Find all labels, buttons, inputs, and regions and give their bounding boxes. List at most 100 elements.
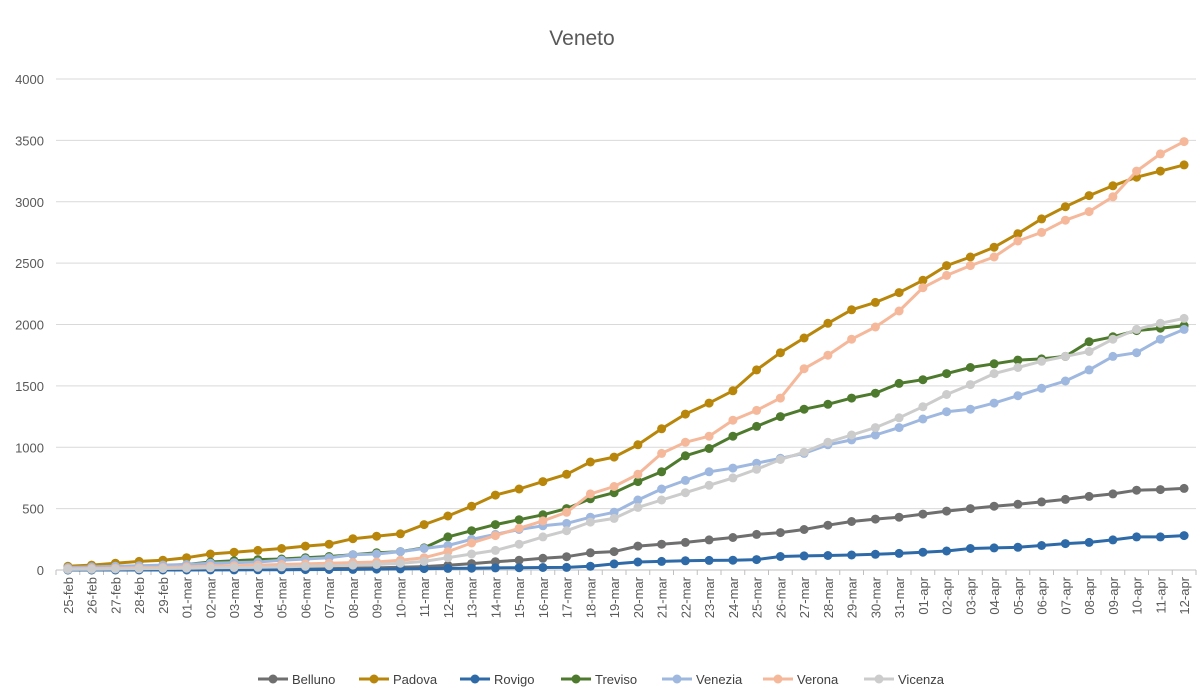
data-point xyxy=(918,283,928,293)
data-point xyxy=(419,544,429,553)
data-point xyxy=(609,559,619,569)
data-point xyxy=(443,563,453,573)
x-tick-label: 04-mar xyxy=(251,576,266,618)
legend-item-padova: Padova xyxy=(359,672,438,687)
data-point xyxy=(823,318,833,328)
data-point xyxy=(728,415,738,425)
data-point xyxy=(205,549,215,559)
data-point xyxy=(1037,227,1047,237)
data-point xyxy=(1060,494,1070,504)
x-tick-label: 26-mar xyxy=(773,576,788,618)
legend-marker xyxy=(874,674,884,684)
data-point xyxy=(633,502,643,512)
data-point xyxy=(1013,391,1023,401)
data-point xyxy=(942,369,952,379)
data-point xyxy=(823,350,833,360)
data-point xyxy=(752,405,762,415)
data-point xyxy=(989,369,999,379)
data-point xyxy=(348,560,358,570)
data-point xyxy=(752,555,762,565)
data-point xyxy=(1060,376,1070,386)
data-point xyxy=(633,495,643,505)
data-point xyxy=(1060,351,1070,361)
data-point xyxy=(1108,334,1118,344)
x-tick-label: 03-apr xyxy=(963,576,978,614)
data-point xyxy=(110,564,120,574)
data-point xyxy=(609,547,619,557)
data-point xyxy=(1037,497,1047,507)
data-point xyxy=(942,261,952,271)
data-point xyxy=(490,563,500,573)
data-point xyxy=(1084,347,1094,356)
data-point xyxy=(395,558,405,568)
data-point xyxy=(965,252,975,262)
data-point xyxy=(728,431,738,441)
data-point xyxy=(609,488,619,498)
data-point xyxy=(514,484,524,494)
x-tick-label: 09-apr xyxy=(1106,576,1121,614)
data-point xyxy=(657,556,667,566)
x-tick-label: 05-mar xyxy=(275,576,290,618)
data-point xyxy=(704,431,714,441)
data-point xyxy=(965,404,975,414)
data-point xyxy=(467,501,477,511)
legend: Belluno Padova Rovigo Treviso Venezia Verona V… xyxy=(258,672,945,687)
legend-label: Venezia xyxy=(696,672,743,687)
legend-label: Rovigo xyxy=(494,672,534,687)
data-point xyxy=(253,545,263,555)
data-point xyxy=(965,504,975,514)
data-point xyxy=(490,557,500,567)
data-point xyxy=(514,563,524,573)
data-point xyxy=(1037,541,1047,550)
data-point xyxy=(894,413,904,423)
legend-item-rovigo: Rovigo xyxy=(460,672,534,687)
data-point xyxy=(918,509,928,519)
x-tick-label: 19-mar xyxy=(607,576,622,618)
data-point xyxy=(585,561,595,571)
data-point xyxy=(1179,160,1189,170)
legend-label: Treviso xyxy=(595,672,637,687)
data-point xyxy=(87,564,97,574)
x-tick-label: 10-apr xyxy=(1130,576,1145,614)
data-point xyxy=(372,549,382,559)
data-point xyxy=(728,473,738,483)
data-point xyxy=(633,440,643,450)
data-point xyxy=(1132,348,1142,358)
data-point xyxy=(728,533,738,542)
data-point xyxy=(514,523,524,533)
data-point xyxy=(894,288,904,298)
x-tick-label: 14-mar xyxy=(488,576,503,618)
x-tick-label: 13-mar xyxy=(465,576,480,618)
data-point xyxy=(1155,532,1165,542)
legend-label: Padova xyxy=(393,672,438,687)
data-point xyxy=(823,520,833,530)
data-point xyxy=(728,463,738,473)
data-point xyxy=(775,348,785,358)
data-point xyxy=(870,549,880,559)
y-tick-label: 4000 xyxy=(15,72,44,87)
x-tick-label: 18-mar xyxy=(583,576,598,618)
x-tick-label: 11-apr xyxy=(1153,576,1168,613)
data-point xyxy=(918,275,928,285)
x-tick-label: 15-mar xyxy=(512,576,527,618)
data-point xyxy=(894,306,904,316)
data-point xyxy=(680,488,690,498)
data-point xyxy=(752,365,762,375)
data-point xyxy=(538,516,548,526)
data-point xyxy=(348,534,358,544)
data-point xyxy=(870,322,880,332)
data-point xyxy=(348,550,358,560)
data-point xyxy=(490,531,500,541)
data-point xyxy=(918,375,928,385)
data-point xyxy=(1013,542,1023,552)
data-point xyxy=(704,467,714,477)
x-tick-label: 28-mar xyxy=(821,576,836,618)
x-tick-label: 24-mar xyxy=(726,576,741,618)
data-point xyxy=(1132,324,1142,334)
data-point xyxy=(775,552,785,561)
data-point xyxy=(657,424,667,434)
data-point xyxy=(657,467,667,477)
data-point xyxy=(1013,236,1023,246)
data-point xyxy=(799,551,809,561)
